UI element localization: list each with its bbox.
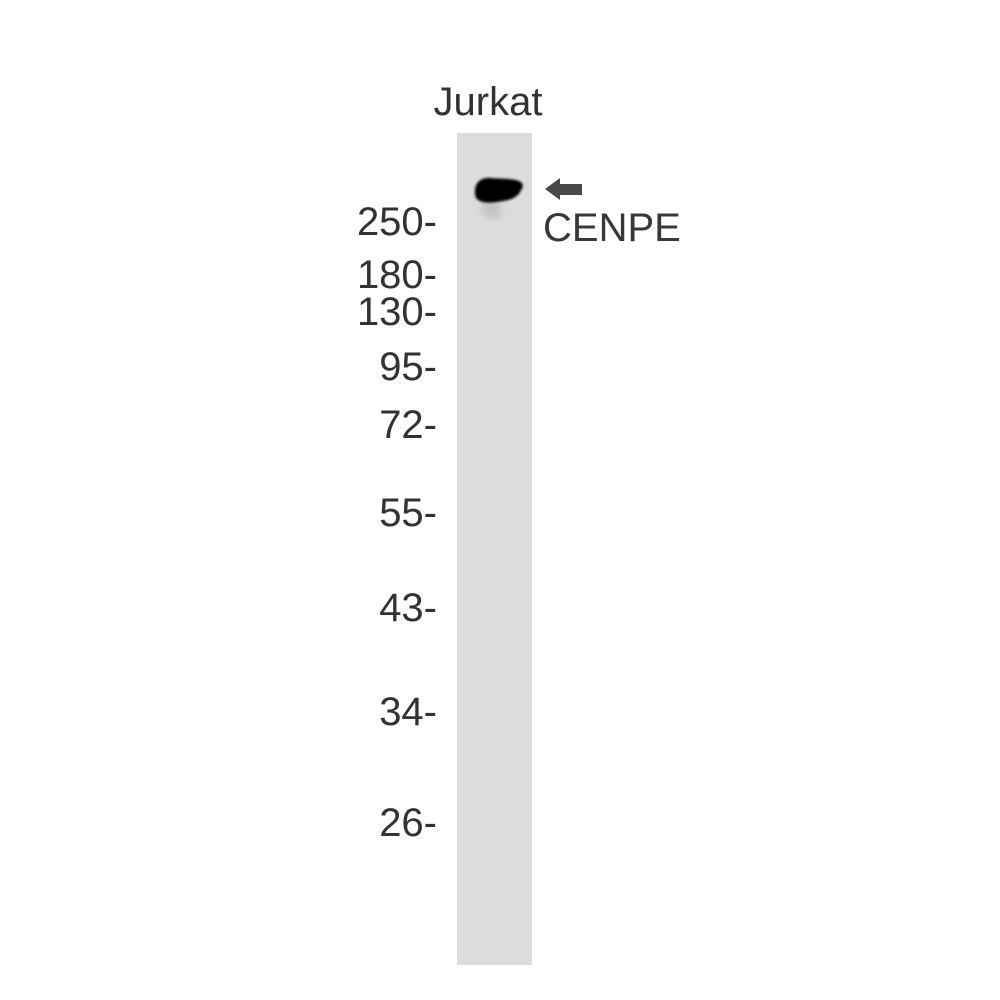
band-label: CENPE xyxy=(543,206,681,250)
lane-title: Jurkat xyxy=(433,80,543,124)
mw-marker-43: 43- xyxy=(379,586,437,630)
mw-marker-26: 26- xyxy=(379,801,437,845)
left-arrow-icon xyxy=(545,178,582,200)
mw-marker-180: 180- xyxy=(356,253,437,297)
mw-marker-95: 95- xyxy=(379,345,437,389)
mw-marker-250: 250- xyxy=(356,200,437,244)
mw-marker-34: 34- xyxy=(379,690,437,734)
blot-lane xyxy=(457,133,532,965)
mw-marker-72: 72- xyxy=(379,403,437,447)
mw-marker-55: 55- xyxy=(379,491,437,535)
protein-band xyxy=(475,177,523,221)
mw-marker-130: 130- xyxy=(356,290,437,334)
